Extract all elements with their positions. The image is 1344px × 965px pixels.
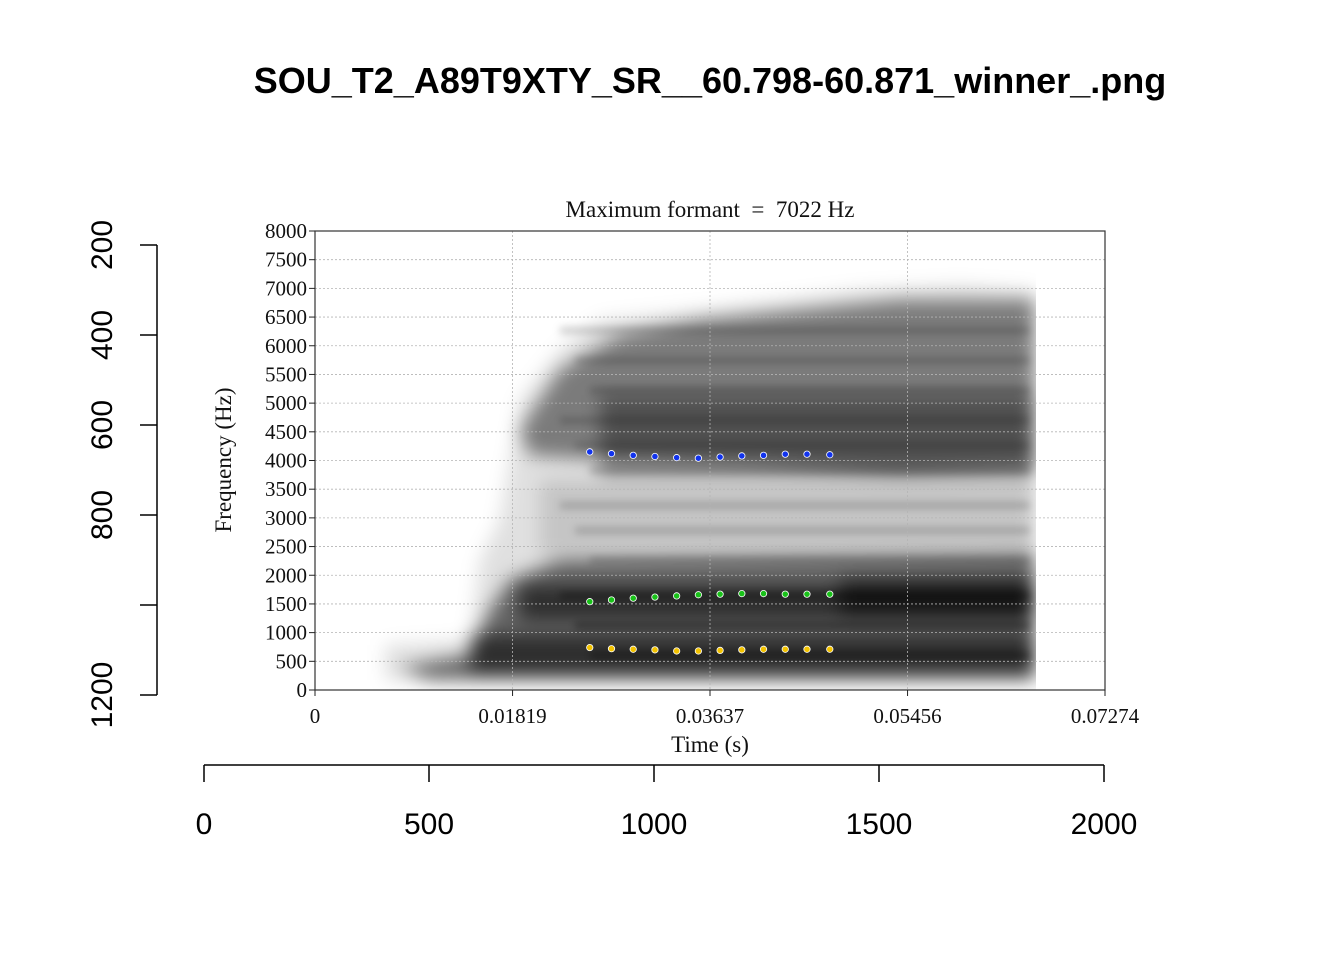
point-f2: [826, 590, 834, 598]
point-f3: [694, 454, 702, 462]
point-f2: [803, 590, 811, 598]
point-f1: [651, 646, 659, 654]
point-f1: [826, 645, 834, 653]
point-f2: [716, 590, 724, 598]
point-f3: [759, 451, 768, 459]
point-f3: [803, 450, 811, 458]
inner-y-tick-label: 1500: [265, 592, 307, 616]
point-f1: [738, 646, 746, 654]
spectrogram-background: [385, 231, 1105, 690]
point-f1: [673, 647, 681, 655]
point-f1: [716, 646, 724, 655]
point-f1: [759, 645, 768, 653]
x-axis-label: Time (s): [671, 732, 749, 757]
point-f3: [607, 450, 616, 458]
point-f3: [738, 452, 746, 460]
point-f2: [607, 596, 616, 604]
inner-x-tick-label: 0.05456: [873, 704, 941, 728]
page-title: SOU_T2_A89T9XTY_SR__60.798-60.871_winner…: [254, 60, 1166, 101]
point-f3: [586, 448, 594, 456]
point-f3: [629, 451, 637, 459]
outer-bottom-tick-label: 1500: [846, 808, 913, 841]
inner-y-tick-label: 4000: [265, 449, 307, 473]
inner-x-tick-label: 0.01819: [478, 704, 546, 728]
point-f3: [826, 451, 834, 459]
inner-y-tick-label: 5000: [265, 391, 307, 415]
outer-left-tick-label: 200: [86, 220, 119, 270]
outer-left-tick-label: 800: [86, 490, 119, 540]
point-f2: [781, 590, 789, 598]
inner-x-axis: 0 0.01819 0.03637 0.05456 0.07274: [310, 690, 1140, 728]
inner-x-tick-label: 0.07274: [1071, 704, 1140, 728]
point-f3: [716, 453, 724, 461]
outer-bottom-tick-label: 500: [404, 808, 454, 841]
formant-points: [586, 448, 834, 655]
outer-left-axis: 200 400 600 800 1200: [86, 220, 158, 729]
inner-x-tick-label: 0: [310, 704, 321, 728]
y-axis-label: Frequency (Hz): [211, 388, 236, 533]
point-f3: [781, 450, 789, 458]
point-f1: [803, 645, 811, 653]
point-f2: [586, 598, 594, 606]
point-f1: [629, 645, 637, 653]
point-f2: [694, 591, 702, 599]
inner-y-tick-label: 3500: [265, 477, 307, 501]
chart-title: Maximum formant = 7022 Hz: [566, 197, 855, 222]
inner-x-tick-label: 0.03637: [676, 704, 744, 728]
outer-left-tick-label: 1200: [86, 662, 119, 729]
inner-y-tick-label: 6000: [265, 334, 307, 358]
inner-y-tick-label: 4500: [265, 420, 307, 444]
point-f2: [651, 593, 659, 601]
point-f3: [673, 454, 681, 462]
inner-y-tick-label: 2500: [265, 535, 307, 559]
outer-bottom-tick-label: 1000: [621, 808, 688, 841]
point-f2: [673, 592, 681, 600]
outer-left-tick-label: 400: [86, 310, 119, 360]
point-f3: [651, 452, 659, 461]
outer-bottom-tick-label: 0: [196, 808, 213, 841]
point-f2: [629, 594, 637, 602]
outer-bottom-axis: 0 500 1000 1500 2000: [196, 764, 1138, 841]
point-f2: [738, 590, 746, 598]
inner-y-tick-label: 1000: [265, 621, 307, 645]
point-f1: [607, 645, 616, 653]
outer-bottom-tick-label: 2000: [1071, 808, 1138, 841]
inner-y-tick-label: 7000: [265, 276, 307, 300]
inner-y-tick-label: 7500: [265, 248, 307, 272]
point-f1: [781, 645, 789, 653]
inner-y-tick-label: 0: [297, 678, 308, 702]
inner-y-tick-label: 500: [276, 649, 308, 673]
inner-y-tick-label: 5500: [265, 362, 307, 386]
point-f1: [694, 647, 702, 655]
inner-y-tick-label: 2000: [265, 563, 307, 587]
outer-left-tick-label: 600: [86, 400, 119, 450]
point-f1: [586, 643, 594, 652]
inner-y-axis: 0 500 1000 1500 2000 2500 3000 3500 4000 4500 5000…: [265, 219, 315, 702]
inner-y-tick-label: 3000: [265, 506, 307, 530]
inner-y-tick-label: 6500: [265, 305, 307, 329]
inner-y-tick-label: 8000: [265, 219, 307, 243]
point-f2: [759, 590, 768, 598]
